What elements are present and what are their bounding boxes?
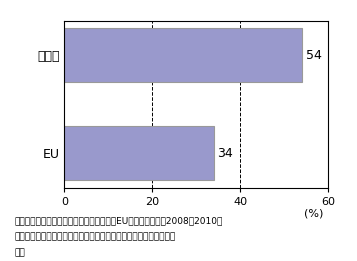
Text: 率。: 率。 — [14, 248, 25, 257]
Text: (%): (%) — [305, 209, 324, 219]
Bar — [64, 28, 302, 82]
Bar — [64, 126, 214, 180]
Text: の間に市場にとって新規となるイノベーションを実施した企業の比: の間に市場にとって新規となるイノベーションを実施した企業の比 — [14, 232, 176, 241]
Text: 54: 54 — [306, 49, 321, 62]
Text: 備考：中小企業（従業員数２５０人未満（EU定義）のうち、2008～2010年: 備考：中小企業（従業員数２５０人未満（EU定義）のうち、2008～2010年 — [14, 217, 223, 226]
Text: 34: 34 — [217, 147, 233, 160]
